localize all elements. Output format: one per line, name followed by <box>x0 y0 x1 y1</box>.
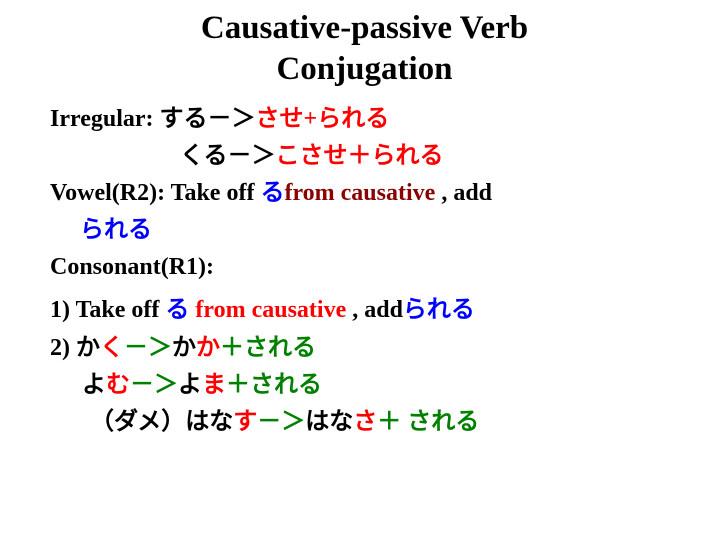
title-line-1: Causative-passive Verb <box>201 10 528 46</box>
rule1-line: 1) Take off る from causative , addられる <box>50 292 679 329</box>
rule2-sareru1: される <box>244 335 316 361</box>
vowel-from: from causative <box>284 180 441 206</box>
vowel-label: Vowel(R2): <box>50 180 171 206</box>
page-title: Causative-passive Verb Conjugation <box>50 8 679 91</box>
irregular-sase: させ+られる <box>256 106 390 132</box>
rule2-hana2: はな <box>305 409 353 435</box>
rule1-ru: る <box>165 297 189 323</box>
rule1-add: , add <box>352 297 403 323</box>
vowel-ru: る <box>260 180 284 206</box>
irregular-kuru: くる－＞ <box>180 143 276 169</box>
consonant-label: Consonant(R1): <box>50 254 214 280</box>
rule2-sa: さ <box>353 409 377 435</box>
rule2-su: す <box>233 409 257 435</box>
rule1-takeoff: Take off <box>76 297 166 323</box>
irregular-suru: する－＞ <box>160 106 256 132</box>
title-line-2: Conjugation <box>276 51 452 87</box>
rule2-yoma-ma: ま <box>202 372 226 398</box>
rule2-plus2: ＋ <box>226 372 250 398</box>
rule2-line-3: （ダメ）はなす－＞はなさ＋ される <box>50 404 679 441</box>
rule2-arrow3: －＞ <box>257 409 305 435</box>
rule2-sareru2: される <box>250 372 322 398</box>
rule2-line-2: よむ－＞よま＋される <box>50 367 679 404</box>
irregular-label: Irregular: <box>50 106 160 132</box>
rule2-kaku-ka: か <box>76 335 100 361</box>
rule2-plus1: ＋ <box>220 335 244 361</box>
vowel-takeoff: Take off <box>171 180 261 206</box>
rule2-kaku-ku: く <box>100 335 124 361</box>
irregular-line-2: くる－＞こさせ＋られる <box>50 138 679 175</box>
vowel-add: , add <box>441 180 492 206</box>
rule2-yomu-yo: よ <box>82 372 106 398</box>
rule2-sareru3: される <box>407 409 479 435</box>
rule1-from: from causative <box>189 297 352 323</box>
vowel-line-2: られる <box>50 212 679 249</box>
rule2-arrow1: －＞ <box>124 335 172 361</box>
rule2-kaka-ka2: か <box>196 335 220 361</box>
rule1-rareru: られる <box>403 297 475 323</box>
rule2-hana1: はな <box>185 409 233 435</box>
rule2-line-1: 2) かく－＞かか＋される <box>50 330 679 367</box>
consonant-label-line: Consonant(R1): <box>50 249 679 286</box>
rule1-prefix: 1) <box>50 297 76 323</box>
irregular-line-1: Irregular: する－＞させ+られる <box>50 101 679 138</box>
document-page: Causative-passive Verb Conjugation Irreg… <box>0 0 719 441</box>
rule2-dame: （ダメ） <box>90 409 185 435</box>
vowel-rareru: られる <box>80 217 152 243</box>
irregular-kosase: こさせ＋られる <box>276 143 444 169</box>
rule2-yomu-mu: む <box>106 372 130 398</box>
rule2-plus3: ＋ <box>377 409 407 435</box>
rule2-prefix: 2) <box>50 335 76 361</box>
rule2-kaka-ka: か <box>172 335 196 361</box>
rule2-yoma-yo: よ <box>178 372 202 398</box>
vowel-line-1: Vowel(R2): Take off るfrom causative , ad… <box>50 175 679 212</box>
rule2-arrow2: －＞ <box>130 372 178 398</box>
